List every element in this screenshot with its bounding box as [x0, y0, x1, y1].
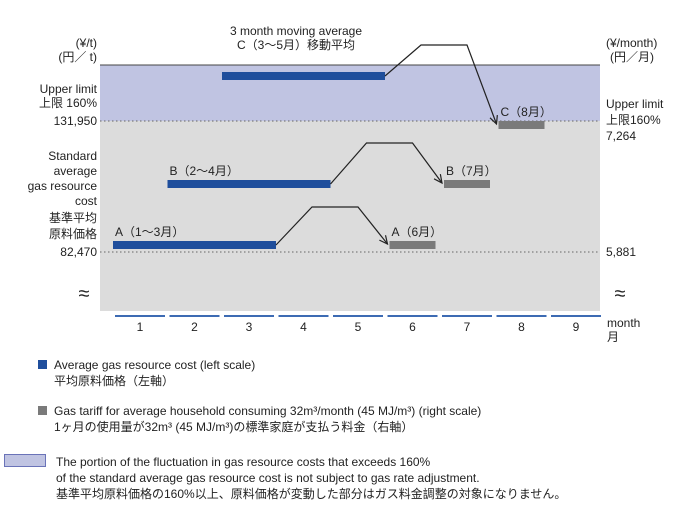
legend-tariff-swatch	[38, 406, 47, 415]
right-upper-label-2: 上限160%	[606, 113, 661, 127]
right-standard-value: 5,881	[606, 245, 636, 259]
x-tick-label: 2	[191, 320, 198, 334]
arrow-A	[275, 206, 388, 246]
left-standard-value: 82,470	[60, 245, 97, 259]
right-unit-jp: (円／月)	[610, 50, 654, 64]
arrow-C	[384, 44, 498, 125]
left-standard-label-4: cost	[75, 194, 98, 208]
x-tick-label: 9	[573, 320, 580, 334]
arrow-head-C	[489, 114, 498, 126]
left-standard-label-2: average	[54, 164, 98, 178]
x-axis-label-jp: 月	[607, 330, 619, 344]
left-upper-label-1: Upper limit	[40, 82, 98, 96]
right-break-symbol: ≈	[615, 283, 626, 305]
left-upper-label-2: 上限 160%	[39, 96, 97, 110]
legend-portion-line-1: The portion of the fluctuation in gas re…	[56, 455, 431, 469]
arrow-B	[330, 142, 443, 185]
left-standard-label-1: Standard	[48, 149, 97, 163]
left-standard-label-3: gas resource	[28, 179, 98, 193]
x-tick-label: 5	[355, 320, 362, 334]
x-tick-label: 7	[464, 320, 471, 334]
x-tick-label: 4	[300, 320, 307, 334]
right-upper-label-1: Upper limit	[606, 97, 664, 111]
cost-label-B: B（2〜4月）	[170, 164, 239, 178]
chart-title-jp: C（3〜5月）移動平均	[237, 38, 355, 52]
right-unit: (¥/month)	[606, 36, 657, 50]
legend-portion-line-3: 基準平均原料価格の160%以上、原料価格が変動した部分はガス料金調整の対象になり…	[56, 487, 567, 501]
legend-cost-swatch	[38, 360, 47, 369]
left-break-symbol: ≈	[79, 283, 90, 305]
arrow-head-A	[379, 235, 389, 246]
tariff-label-C: C（8月）	[501, 105, 552, 119]
x-tick-label: 8	[518, 320, 525, 334]
legend-tariff-jp: 1ヶ月の使用量が32m³ (45 MJ/m³)の標準家庭が支払う料金（右軸）	[54, 420, 414, 434]
legend-cost-jp: 平均原料価格（左軸）	[54, 374, 175, 388]
left-upper-value: 131,950	[54, 114, 98, 128]
legend-tariff-en: Gas tariff for average household consumi…	[54, 404, 482, 418]
step-chart: 3 month moving average C（3〜5月）移動平均 (¥/t)…	[28, 24, 664, 344]
grey-band	[100, 121, 600, 311]
cost-bar-C	[222, 72, 385, 80]
left-unit-jp: (円／ t)	[58, 50, 97, 64]
tariff-bar-C	[498, 121, 545, 129]
right-upper-value: 7,264	[606, 129, 636, 143]
tariff-label-A: A（6月）	[392, 225, 443, 239]
tariff-bar-B	[444, 180, 490, 188]
x-tick-label: 6	[409, 320, 416, 334]
legend-portion-swatch	[4, 454, 46, 467]
chart-title-en: 3 month moving average	[230, 24, 362, 38]
legend-cost-en: Average gas resource cost (left scale)	[54, 358, 256, 372]
cost-bar-B	[167, 180, 331, 188]
cost-label-A: A（1〜3月）	[115, 225, 184, 239]
x-axis-label: month	[607, 316, 640, 330]
cost-bar-A	[113, 241, 276, 249]
tariff-bar-A	[389, 241, 436, 249]
x-tick-label: 1	[137, 320, 144, 334]
x-tick-label: 3	[246, 320, 253, 334]
legend-portion-line-2: of the standard average gas resource cos…	[56, 471, 480, 485]
left-standard-label-6: 原料価格	[49, 226, 97, 241]
left-unit: (¥/t)	[76, 36, 97, 50]
tariff-label-B: B（7月）	[446, 164, 497, 178]
left-standard-label-5: 基準平均	[49, 210, 97, 225]
arrow-head-B	[433, 174, 443, 185]
